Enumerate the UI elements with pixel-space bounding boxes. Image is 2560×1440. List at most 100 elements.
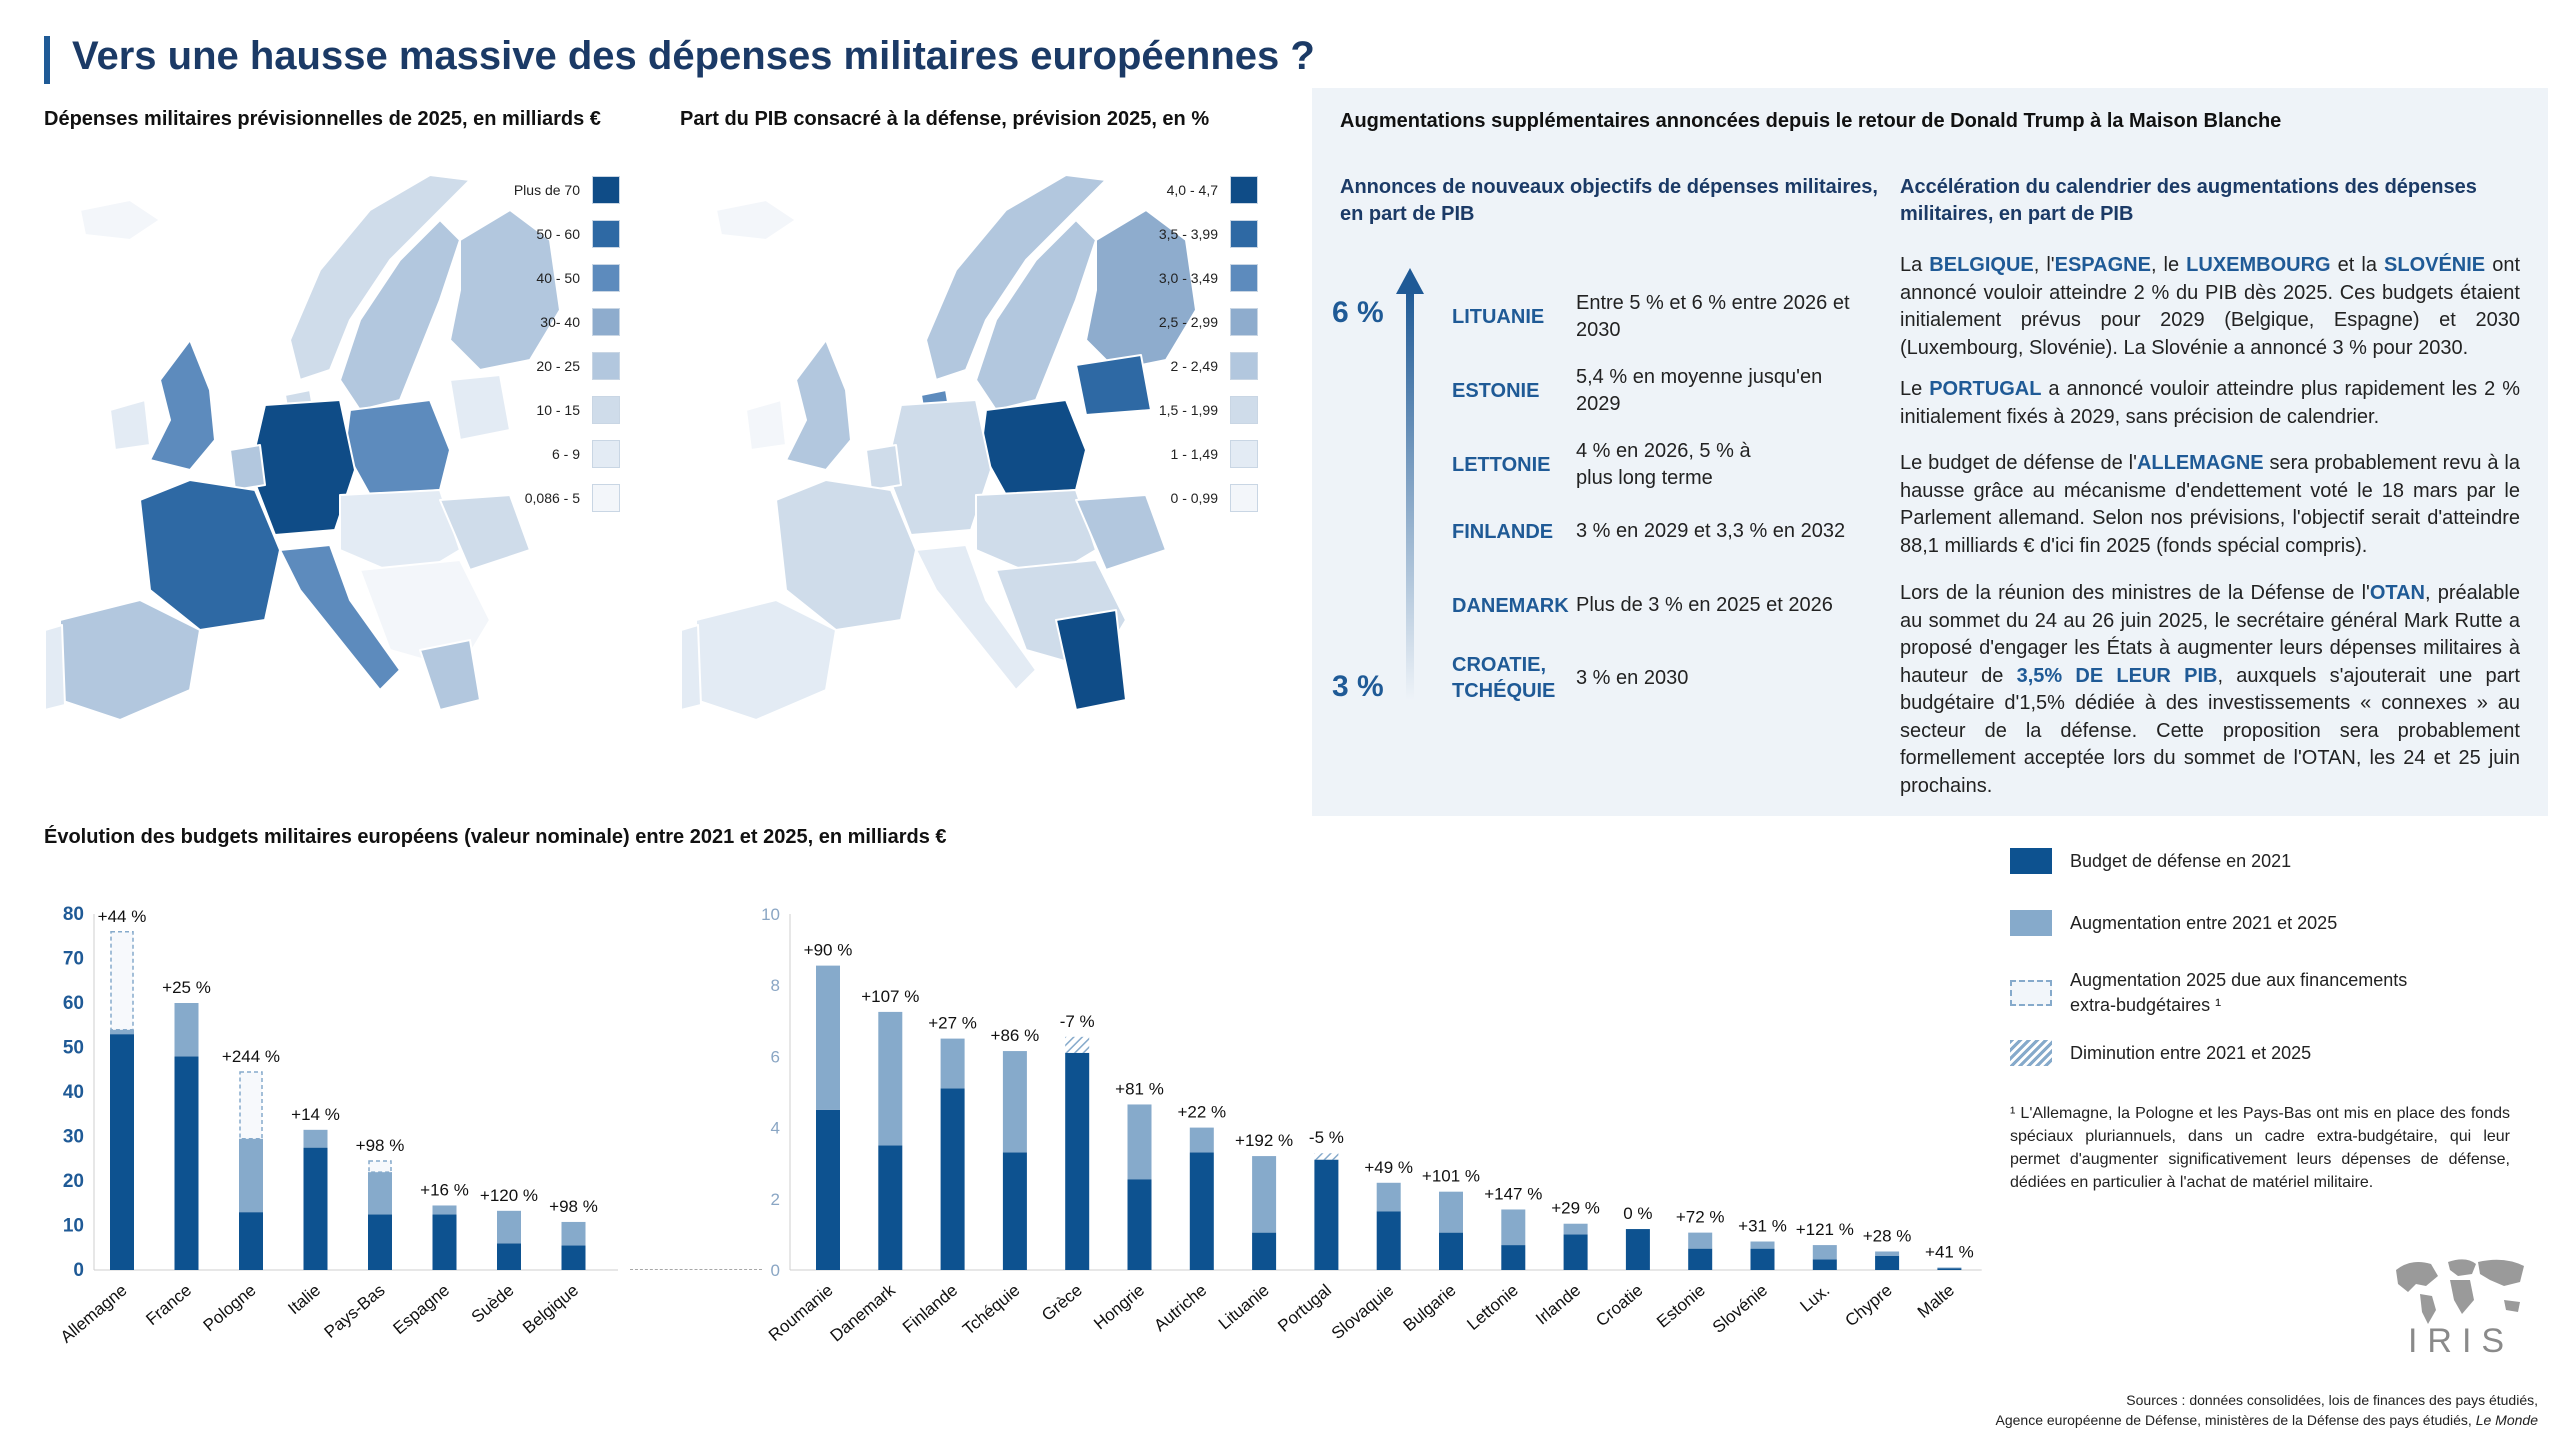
x-category-label: Allemagne xyxy=(57,1281,131,1347)
bar-2021 xyxy=(1189,1152,1214,1270)
bar-increase xyxy=(1875,1251,1900,1256)
bar-2021 xyxy=(110,1034,134,1270)
legend-swatch-light xyxy=(2010,910,2052,936)
map1-greece xyxy=(419,639,481,711)
announcements-panel xyxy=(1312,88,2548,816)
bar-pct-label: +101 % xyxy=(1422,1167,1480,1186)
bar-2021 xyxy=(303,1147,328,1270)
bar-2021 xyxy=(1625,1229,1650,1270)
bar-2021 xyxy=(497,1243,521,1270)
x-category-label: Belgique xyxy=(519,1281,582,1338)
bar-2021 xyxy=(239,1212,263,1270)
map1-legend-item: 40 - 50 xyxy=(470,264,620,292)
sources: Sources : données consolidées, lois de f… xyxy=(1996,1390,2538,1430)
map1-benelux xyxy=(229,444,266,491)
bar-pct-label: +120 % xyxy=(480,1186,538,1205)
bar-pct-label: +81 % xyxy=(1115,1079,1164,1098)
bar-pct-label: +98 % xyxy=(549,1197,598,1216)
announcement-text: 3 % en 2030 xyxy=(1576,666,1689,689)
x-category-label: Finlande xyxy=(899,1281,961,1337)
x-category-label: Lux. xyxy=(1797,1281,1834,1316)
bar-2021 xyxy=(940,1088,965,1270)
map1-italy xyxy=(279,544,401,691)
bar-2021 xyxy=(1750,1248,1775,1270)
bar-legend-item: Augmentation entre 2021 et 2025 xyxy=(2010,910,2337,936)
paragraph-nato: Lors de la réunion des ministres de la D… xyxy=(1900,582,2520,797)
map2-legend-item: 1 - 1,49 xyxy=(1108,440,1258,468)
y-tick-label: 50 xyxy=(63,1038,84,1059)
map1-legend-item: 6 - 9 xyxy=(470,440,620,468)
bar-2021 xyxy=(561,1245,586,1270)
map1-legend-item: 30- 40 xyxy=(470,308,620,336)
x-category-label: Hongrie xyxy=(1090,1281,1148,1334)
bar-pct-label: -5 % xyxy=(1309,1128,1344,1147)
bar-increase xyxy=(1812,1245,1837,1260)
y-tick-label: 10 xyxy=(63,1216,84,1237)
announcement-text: 3 % en 2029 et 3,3 % en 2032 xyxy=(1576,520,1846,542)
bar-2021 xyxy=(174,1056,199,1270)
x-category-label: Tchéquie xyxy=(959,1281,1023,1339)
announcement-country: FINLANDE xyxy=(1452,520,1554,543)
legend-swatch-dark xyxy=(2010,848,2052,874)
bar-increase xyxy=(1688,1232,1713,1249)
announcement-text: 5,4 % en moyenne jusqu'en 2029 xyxy=(1576,366,1823,415)
bar-2021 xyxy=(1252,1232,1277,1270)
world-map-icon xyxy=(2396,1259,2524,1324)
map1-legend-item: 20 - 25 xyxy=(470,352,620,380)
map1-uk xyxy=(149,339,216,471)
announcement-row: FINLANDE 3 % en 2029 et 3,3 % en 2032 xyxy=(1452,518,1876,545)
paragraph-acceleration: La BELGIQUE, l'ESPAGNE, le LUXEMBOURG et… xyxy=(1900,254,2521,359)
bar-2021 xyxy=(816,1109,840,1270)
bar-2021 xyxy=(1937,1268,1962,1270)
scale-arrow xyxy=(1396,268,1424,700)
announcement-country: LETTONIE xyxy=(1452,454,1551,476)
bar-chart-small-budgets: 0 2 4 6 8 10 +90 % Roumanie +107 % Danemark +27 % F… xyxy=(761,905,1982,1345)
bar-legend-item: Budget de défense en 2021 xyxy=(2010,848,2291,874)
y-tick-label: 0 xyxy=(771,1261,780,1280)
y-tick-label: 60 xyxy=(63,993,84,1014)
x-category-label: Lituanie xyxy=(1215,1281,1273,1334)
bar-2021 xyxy=(1875,1255,1900,1270)
announcement-row: LITUANIE Entre 5 % et 6 % entre 2026 et … xyxy=(1452,290,1856,344)
announcement-country: CROATIE, TCHÉQUIE xyxy=(1452,654,1556,702)
map1-legend-item: Plus de 70 xyxy=(470,176,620,204)
bar-increase xyxy=(1252,1156,1277,1233)
paragraph-germany: Le budget de défense de l'ALLEMAGNE sera… xyxy=(1900,452,2520,557)
map1-spain xyxy=(59,599,201,721)
bar-2021 xyxy=(1439,1232,1463,1270)
x-category-label: Portugal xyxy=(1274,1281,1335,1336)
bar-increase xyxy=(1563,1223,1588,1235)
x-category-label: Croatie xyxy=(1592,1281,1646,1331)
bar-pct-label: +90 % xyxy=(804,941,853,960)
bar-2021 xyxy=(1065,1052,1090,1270)
bar-increase xyxy=(303,1129,328,1148)
x-category-label: Slovénie xyxy=(1709,1281,1771,1337)
bar-pct-label: +86 % xyxy=(991,1026,1040,1045)
map2-legend-item: 3,0 - 3,49 xyxy=(1108,264,1258,292)
announcement-country: DANEMARK xyxy=(1452,594,1569,617)
x-category-label: Espagne xyxy=(389,1281,453,1339)
bar-extra-budget xyxy=(368,1160,392,1173)
x-category-label: Autriche xyxy=(1150,1281,1210,1336)
bar-pct-label: +98 % xyxy=(356,1136,405,1155)
bar-decrease xyxy=(1065,1036,1090,1053)
sources-line1: Sources : données consolidées, lois de f… xyxy=(2126,1392,2538,1408)
bar-pct-label: +49 % xyxy=(1364,1158,1413,1177)
bar-increase xyxy=(239,1138,263,1213)
bar-pct-label: -7 % xyxy=(1060,1012,1095,1031)
map1-baltics xyxy=(449,374,511,441)
bar-pct-label: +22 % xyxy=(1177,1103,1226,1122)
bar-pct-label: +41 % xyxy=(1925,1243,1974,1262)
map1-poland xyxy=(344,399,451,496)
bar-increase xyxy=(1439,1191,1463,1233)
bar-2021 xyxy=(432,1214,457,1270)
bar-pct-label: +14 % xyxy=(291,1105,340,1124)
bar-increase xyxy=(1127,1104,1152,1180)
y-tick-label: 70 xyxy=(63,949,84,970)
bar-section-title: Évolution des budgets militaires europée… xyxy=(44,826,947,848)
bar-increase xyxy=(1376,1182,1401,1212)
bar-pct-label: +72 % xyxy=(1676,1208,1725,1227)
bar-chart-large-budgets: 0 10 20 30 40 50 60 70 80 +44 % Allemagne +25 % Fran… xyxy=(57,904,618,1347)
panel-left-title: Annonces de nouveaux objectifs de dépens… xyxy=(1340,176,1878,225)
bar-increase xyxy=(878,1011,903,1146)
